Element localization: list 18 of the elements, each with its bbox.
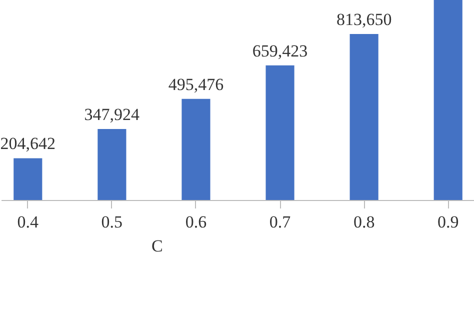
data-label: 659,423 bbox=[252, 41, 308, 60]
x-tick-label: 0.7 bbox=[269, 212, 292, 232]
data-label: 813,650 bbox=[336, 10, 392, 29]
x-tick-label: 0.6 bbox=[185, 212, 207, 232]
x-tick-label: 0.9 bbox=[437, 212, 459, 232]
x-tick-label: 0.8 bbox=[353, 212, 375, 232]
x-tick-label: 0.5 bbox=[101, 212, 123, 232]
data-label: 495,476 bbox=[168, 74, 224, 94]
bar bbox=[14, 158, 42, 200]
bar bbox=[98, 128, 126, 200]
bar bbox=[434, 0, 462, 200]
data-label: 347,924 bbox=[84, 104, 140, 124]
bar bbox=[182, 98, 210, 200]
x-axis-title: C bbox=[152, 236, 163, 256]
x-tick-label: 0.4 bbox=[17, 212, 40, 232]
bar bbox=[350, 34, 378, 200]
data-label: 204,642 bbox=[0, 134, 56, 154]
bar bbox=[266, 65, 294, 200]
